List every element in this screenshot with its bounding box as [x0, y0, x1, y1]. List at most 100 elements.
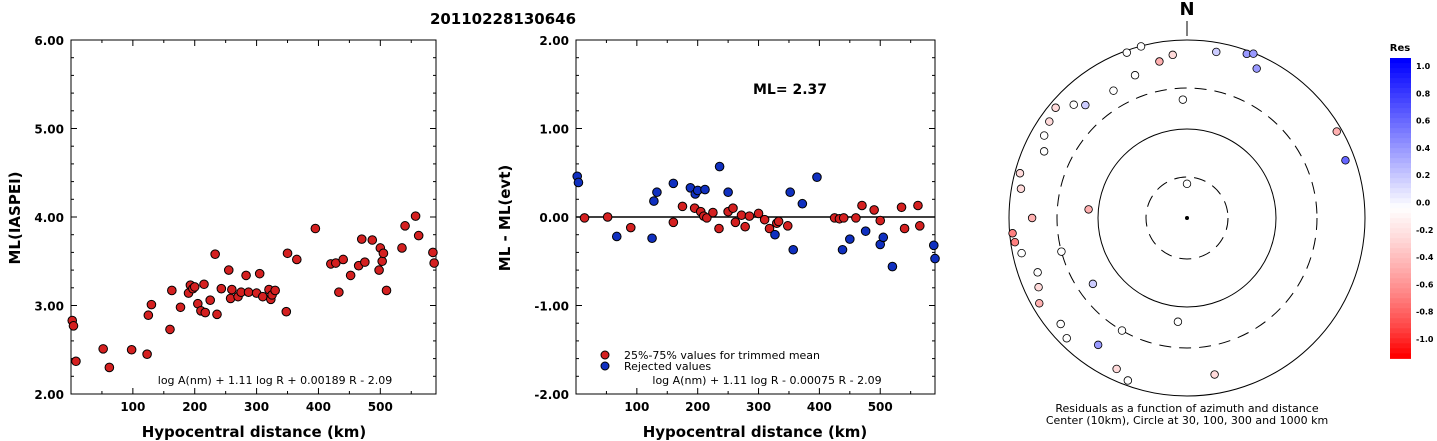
color-scale-slice: [1390, 228, 1411, 234]
station-marker: [1057, 247, 1066, 256]
station-marker: [1332, 127, 1341, 136]
color-scale-slice: [1390, 78, 1411, 84]
data-point: [377, 256, 387, 267]
data-point: [175, 302, 186, 313]
data-point: [104, 362, 115, 373]
north-label: N: [1179, 0, 1194, 20]
y-tick-label: -2.00: [534, 388, 569, 402]
color-scale-slice: [1390, 123, 1411, 129]
color-scale-slice: [1390, 188, 1411, 194]
data-point-used: [730, 217, 741, 228]
color-scale-slice: [1390, 68, 1411, 74]
y-axis-label: ML(IASPEI): [6, 171, 24, 264]
data-point-used: [625, 222, 636, 233]
color-scale-slice: [1390, 153, 1411, 159]
color-scale-slice: [1390, 233, 1411, 239]
polar-caption-line2: Center (10km), Circle at 30, 100, 300 an…: [1046, 414, 1328, 427]
legend-marker-rejected: [600, 361, 610, 371]
data-point: [189, 282, 200, 292]
color-scale-slice: [1390, 148, 1411, 154]
data-point: [227, 284, 237, 295]
data-point: [167, 285, 177, 296]
data-point: [254, 268, 265, 279]
color-scale-slice: [1390, 323, 1411, 329]
x-tick-label: 100: [624, 400, 649, 414]
data-point-rejected: [770, 229, 780, 240]
data-point-rejected: [573, 177, 584, 188]
station-marker: [1045, 117, 1054, 126]
color-scale-slice: [1390, 113, 1411, 119]
station-marker: [1178, 95, 1188, 104]
color-scale-slice: [1390, 98, 1411, 104]
data-point: [400, 221, 410, 231]
color-scale-slice: [1390, 258, 1411, 264]
color-scale-slice: [1390, 168, 1411, 174]
color-scale-slice: [1390, 158, 1411, 164]
station-markers: [1008, 42, 1350, 385]
data-point: [165, 324, 175, 335]
station-marker: [1122, 48, 1132, 57]
distance-ring: [1145, 176, 1229, 260]
legend-label-rejected: Rejected values: [624, 360, 711, 373]
color-scale-label: 0.6: [1416, 117, 1431, 126]
y-axis-label: ML - ML(evt): [496, 165, 514, 271]
station-marker: [1212, 47, 1221, 57]
color-scale-slice: [1390, 178, 1411, 184]
color-scale-label: -0.8: [1416, 308, 1434, 317]
station-marker: [1109, 86, 1118, 95]
station-marker: [1084, 205, 1093, 214]
data-point: [210, 249, 220, 259]
plot-axes: 100 200 300 400 500 2.00 3.00 4.00 5.00 6.00: [34, 34, 437, 414]
data-point: [143, 310, 154, 321]
station-marker: [1039, 131, 1049, 140]
color-scale-slice: [1390, 193, 1411, 199]
y-tick-label: 2.00: [34, 388, 64, 402]
data-point: [200, 307, 211, 318]
station-marker: [1033, 268, 1042, 277]
color-scale-slice: [1390, 278, 1411, 284]
color-scale-slice: [1390, 223, 1411, 229]
data-point-used: [838, 213, 849, 223]
polar-caption-line1: Residuals as a function of azimuth and d…: [1055, 402, 1318, 415]
station-marker: [1210, 370, 1219, 379]
color-scale-bar: 1.0 0.8 0.6 0.4 0.2 0.0 -0.2 -0.4 -0.6 -0.8 -1.0: [1390, 58, 1434, 359]
color-scale-label: -0.2: [1416, 226, 1434, 235]
color-scale-slice: [1390, 118, 1411, 124]
color-scale-slice: [1390, 283, 1411, 289]
data-point: [212, 309, 222, 320]
data-point-used: [773, 216, 784, 227]
data-point-used: [708, 207, 718, 218]
color-scale-slice: [1390, 273, 1411, 279]
color-scale-slice: [1390, 73, 1411, 79]
data-point-rejected: [797, 198, 808, 209]
color-scale-slice: [1390, 308, 1411, 314]
color-scale-slice: [1390, 163, 1411, 169]
data-point-rejected: [649, 196, 659, 206]
data-point-used: [914, 221, 925, 231]
color-scale: Res 1.0 0.8 0.6 0.4 0.2 0.0 -0.2 -0.4 -0.6 -0.8 -1…: [1390, 43, 1434, 359]
data-point: [413, 230, 424, 241]
data-point-rejected: [860, 226, 871, 236]
color-scale-slice: [1390, 293, 1411, 299]
data-point: [71, 356, 81, 367]
color-scale-slice: [1390, 263, 1411, 269]
color-scale-slice: [1390, 318, 1411, 324]
data-point: [146, 299, 157, 310]
color-scale-slice: [1390, 88, 1411, 94]
epicenter-dot: [1185, 216, 1189, 220]
data-point-used: [875, 215, 886, 226]
color-scale-slice: [1390, 93, 1411, 99]
data-point-used: [869, 205, 879, 215]
color-scale-slice: [1390, 213, 1411, 219]
station-marker: [1081, 100, 1090, 110]
data-point-rejected: [668, 178, 679, 189]
data-point-used: [702, 213, 712, 223]
color-scale-slice: [1390, 208, 1411, 214]
data-point-used: [899, 223, 910, 234]
data-point-rejected: [652, 187, 662, 198]
station-marker: [1341, 156, 1350, 165]
data-point-used: [728, 203, 738, 213]
data-points: [67, 211, 439, 373]
data-point-rejected: [887, 261, 898, 272]
y-tick-label: 3.00: [34, 300, 64, 314]
